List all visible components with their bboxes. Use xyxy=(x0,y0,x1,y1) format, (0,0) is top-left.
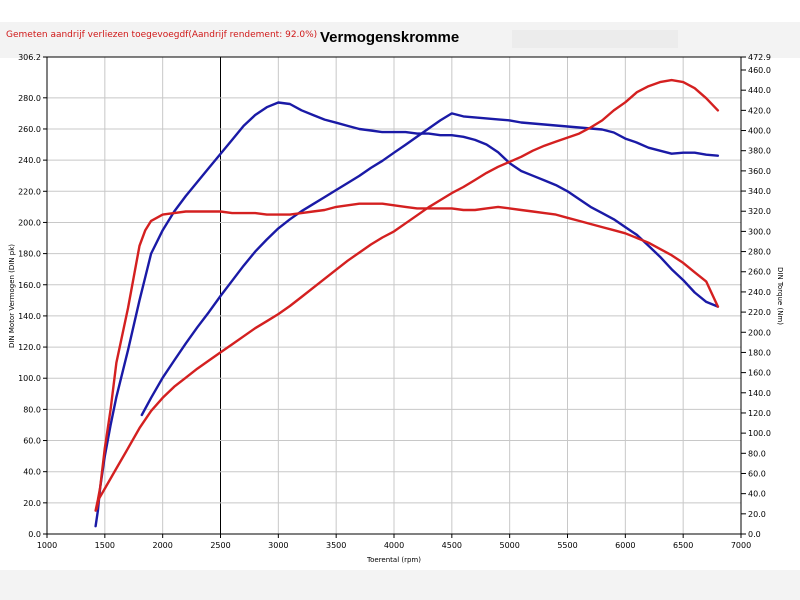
series-line-1 xyxy=(94,101,720,528)
left-tick-label: 40.0 xyxy=(23,468,41,477)
right-axis-ticks: 0.0 20.0 40.0 60.0 80.0 100.0 120.0 140.0 160.0 1… xyxy=(741,53,771,539)
footer-band xyxy=(0,570,800,600)
right-tick-label: 180.0 xyxy=(748,348,771,357)
x-tick-label: 3000 xyxy=(268,541,288,550)
left-tick-label: 80.0 xyxy=(23,405,41,414)
right-tick-label: 440.0 xyxy=(748,86,771,95)
right-tick-label: 220.0 xyxy=(748,308,771,317)
series-group xyxy=(94,78,720,528)
left-tick-label: 60.0 xyxy=(23,437,41,446)
left-tick-label: 20.0 xyxy=(23,499,41,508)
series-line-3 xyxy=(94,202,720,512)
x-tick-label: 4500 xyxy=(442,541,462,550)
right-tick-label: 60.0 xyxy=(748,469,766,478)
right-tick-label: 0.0 xyxy=(748,530,761,539)
right-tick-label: 200.0 xyxy=(748,328,771,337)
right-tick-label: 100.0 xyxy=(748,429,771,438)
chart-title: Vermogenskromme xyxy=(320,29,460,46)
right-tick-label: 420.0 xyxy=(748,106,771,115)
right-tick-label: 360.0 xyxy=(748,167,771,176)
right-tick-label: 320.0 xyxy=(748,207,771,216)
x-tick-label: 6000 xyxy=(615,541,635,550)
left-tick-label: 120.0 xyxy=(18,343,41,352)
x-tick-label: 3500 xyxy=(326,541,346,550)
right-tick-label: 472.9 xyxy=(748,53,771,62)
left-axis-label: DIN Motor Vermogen (DIN pk) xyxy=(8,244,16,348)
left-tick-label: 240.0 xyxy=(18,156,41,165)
x-tick-label: 1500 xyxy=(95,541,115,550)
series-line-2 xyxy=(140,112,720,417)
x-tick-label: 5500 xyxy=(557,541,577,550)
left-tick-label: 160.0 xyxy=(18,281,41,290)
right-tick-label: 240.0 xyxy=(748,288,771,297)
left-axis-ticks: 0.0 20.0 40.0 60.0 80.0 100.0 120.0 140.0 160.0 1… xyxy=(18,53,47,539)
left-tick-label: 140.0 xyxy=(18,312,41,321)
x-tick-label: 4000 xyxy=(384,541,404,550)
right-tick-label: 40.0 xyxy=(748,490,766,499)
left-tick-label: 220.0 xyxy=(18,187,41,196)
right-tick-label: 140.0 xyxy=(748,389,771,398)
drive-loss-note: Gemeten aandrijf verliezen toegevoegdf(A… xyxy=(6,30,318,40)
header-blank-box xyxy=(512,30,678,48)
right-tick-label: 260.0 xyxy=(748,268,771,277)
right-tick-label: 380.0 xyxy=(748,147,771,156)
left-tick-label: 200.0 xyxy=(18,218,41,227)
x-tick-label: 2500 xyxy=(210,541,230,550)
left-tick-label: 0.0 xyxy=(28,530,41,539)
right-tick-label: 80.0 xyxy=(748,449,766,458)
left-tick-label: 180.0 xyxy=(18,250,41,259)
right-tick-label: 340.0 xyxy=(748,187,771,196)
right-tick-label: 460.0 xyxy=(748,66,771,75)
series-line-4 xyxy=(95,78,720,510)
right-axis-label: DIN Torque (Nm) xyxy=(776,267,784,325)
right-tick-label: 400.0 xyxy=(748,127,771,136)
x-axis-ticks: 1000 1500 2000 2500 3000 3500 4000 4500 5000 5500… xyxy=(37,534,751,550)
left-tick-label: 260.0 xyxy=(18,125,41,134)
x-tick-label: 7000 xyxy=(731,541,751,550)
x-tick-label: 1000 xyxy=(37,541,57,550)
right-tick-label: 20.0 xyxy=(748,510,766,519)
x-tick-label: 6500 xyxy=(673,541,693,550)
right-tick-label: 300.0 xyxy=(748,227,771,236)
right-tick-label: 160.0 xyxy=(748,369,771,378)
left-tick-label: 280.0 xyxy=(18,94,41,103)
x-tick-label: 2000 xyxy=(152,541,172,550)
left-tick-label: 100.0 xyxy=(18,374,41,383)
x-axis-label: Toerental (rpm) xyxy=(366,556,421,564)
left-tick-label: 306.2 xyxy=(18,53,41,62)
right-tick-label: 280.0 xyxy=(748,248,771,257)
right-tick-label: 120.0 xyxy=(748,409,771,418)
x-tick-label: 5000 xyxy=(499,541,519,550)
